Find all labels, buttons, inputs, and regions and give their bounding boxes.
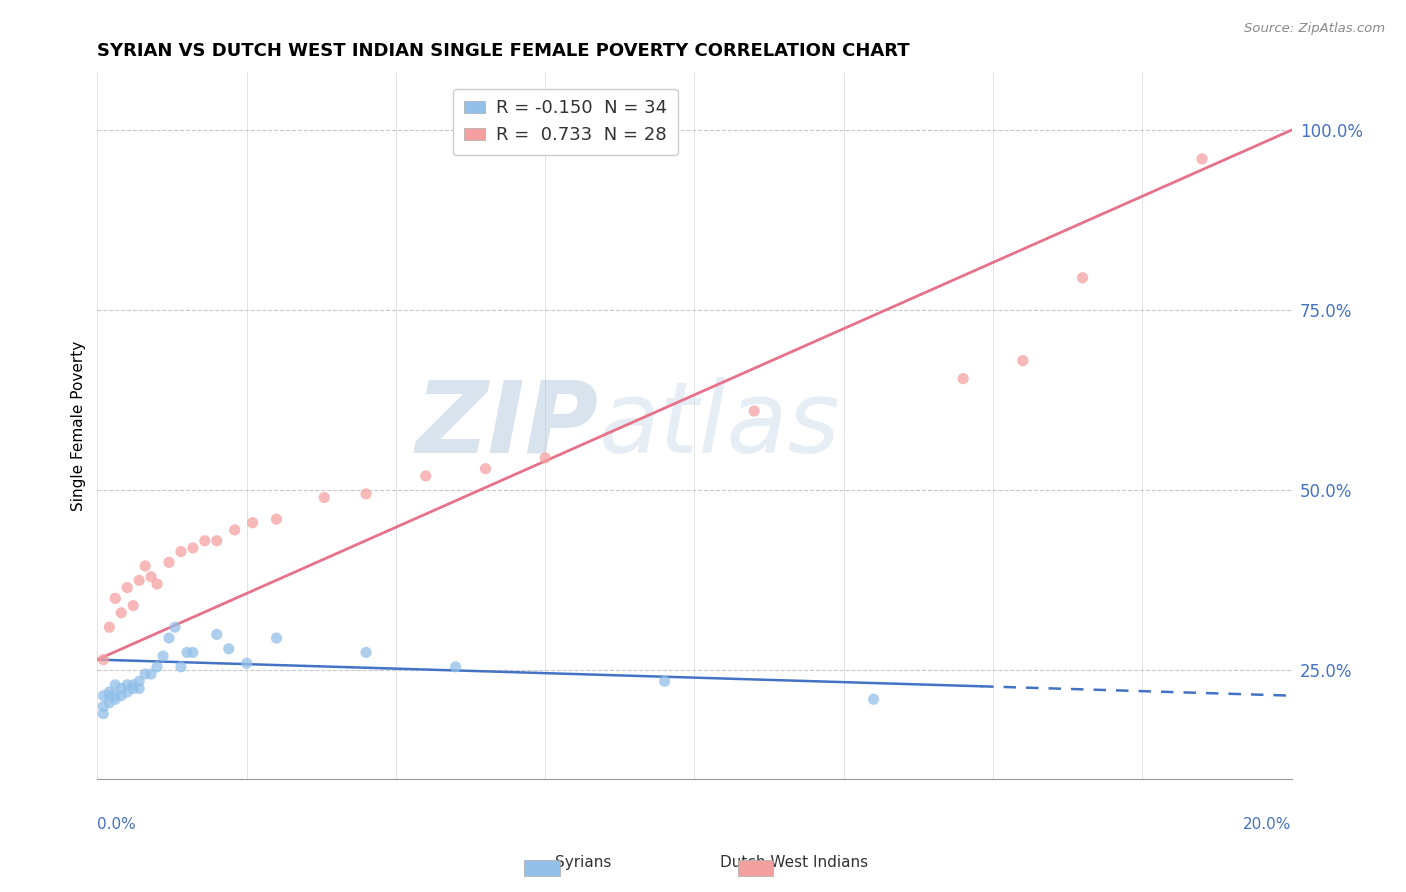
Point	[235, 657, 257, 671]
Point	[122, 681, 145, 696]
Point	[354, 645, 377, 659]
Point	[654, 674, 676, 689]
Point	[1071, 270, 1094, 285]
Point	[157, 631, 180, 645]
Point	[98, 689, 121, 703]
Point	[181, 541, 204, 555]
Point	[474, 461, 496, 475]
Point	[139, 570, 162, 584]
Point	[266, 631, 288, 645]
Text: Dutch West Indians: Dutch West Indians	[720, 855, 869, 870]
Point	[91, 652, 114, 666]
Point	[157, 555, 180, 569]
Point	[98, 696, 121, 710]
Point	[134, 558, 156, 573]
Point	[176, 645, 198, 659]
Point	[110, 689, 132, 703]
Point	[146, 660, 169, 674]
Point	[128, 681, 150, 696]
Text: 20.0%: 20.0%	[1243, 817, 1292, 832]
Point	[205, 627, 228, 641]
Point	[224, 523, 246, 537]
Point	[104, 692, 127, 706]
Point	[104, 689, 127, 703]
Text: ZIP: ZIP	[416, 377, 599, 474]
Text: atlas: atlas	[599, 377, 841, 474]
Point	[444, 660, 467, 674]
Point	[862, 692, 884, 706]
Point	[91, 689, 114, 703]
Point	[194, 533, 217, 548]
Point	[146, 577, 169, 591]
Point	[115, 581, 138, 595]
Point	[139, 667, 162, 681]
Point	[170, 660, 193, 674]
Text: Source: ZipAtlas.com: Source: ZipAtlas.com	[1244, 22, 1385, 36]
Point	[952, 371, 974, 385]
Point	[104, 591, 127, 606]
Point	[110, 681, 132, 696]
Point	[415, 469, 437, 483]
Text: 0.0%: 0.0%	[97, 817, 136, 832]
Text: SYRIAN VS DUTCH WEST INDIAN SINGLE FEMALE POVERTY CORRELATION CHART: SYRIAN VS DUTCH WEST INDIAN SINGLE FEMAL…	[97, 42, 910, 60]
Point	[181, 645, 204, 659]
Legend: R = -0.150  N = 34, R =  0.733  N = 28: R = -0.150 N = 34, R = 0.733 N = 28	[453, 88, 678, 155]
Point	[205, 533, 228, 548]
Point	[122, 678, 145, 692]
Point	[218, 641, 240, 656]
Point	[128, 574, 150, 588]
Point	[98, 620, 121, 634]
Point	[170, 544, 193, 558]
Point	[104, 678, 127, 692]
Point	[163, 620, 186, 634]
Text: Syrians: Syrians	[555, 855, 612, 870]
Point	[1191, 152, 1213, 166]
Point	[134, 667, 156, 681]
Point	[314, 491, 336, 505]
Point	[91, 706, 114, 721]
Point	[242, 516, 264, 530]
Point	[115, 678, 138, 692]
Point	[1011, 353, 1033, 368]
Point	[91, 699, 114, 714]
Y-axis label: Single Female Poverty: Single Female Poverty	[72, 341, 86, 510]
Point	[152, 648, 174, 663]
Point	[266, 512, 288, 526]
Point	[110, 606, 132, 620]
Point	[534, 450, 557, 465]
Point	[98, 685, 121, 699]
Point	[122, 599, 145, 613]
Point	[354, 487, 377, 501]
Point	[128, 674, 150, 689]
Point	[742, 404, 765, 418]
Point	[115, 685, 138, 699]
